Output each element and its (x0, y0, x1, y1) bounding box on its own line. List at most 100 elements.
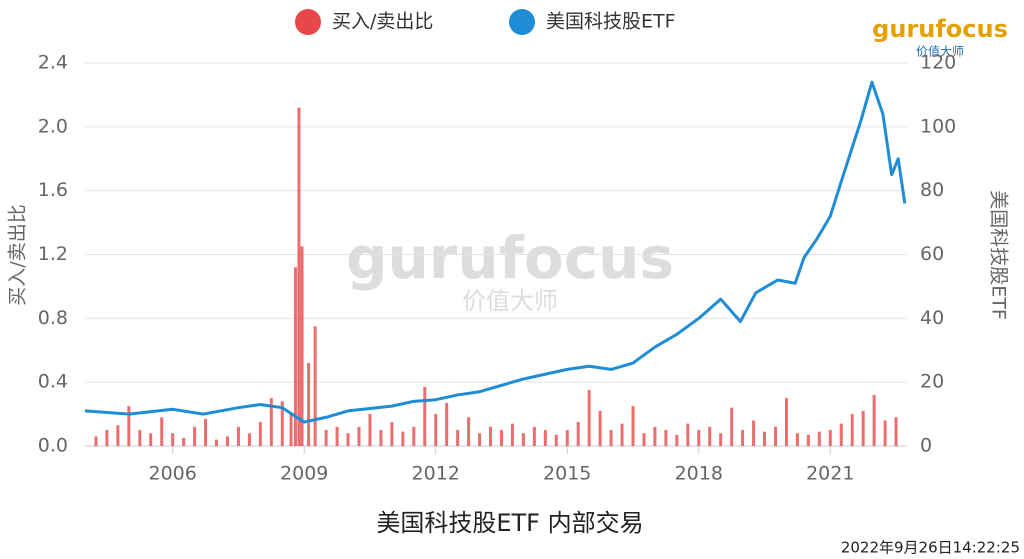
legend-marker (295, 9, 321, 35)
bar (686, 423, 690, 446)
bar (499, 430, 503, 446)
watermark-sub: 价值大师 (462, 287, 558, 315)
x-tick-label: 2021 (806, 463, 854, 485)
bar (258, 422, 262, 446)
bar (445, 402, 449, 446)
y-axis-label: 买入/卖出比 (7, 204, 29, 305)
bar (489, 426, 493, 446)
bar (587, 390, 591, 446)
bar (784, 398, 788, 446)
bar (620, 423, 624, 446)
bar (379, 430, 383, 446)
bar (434, 414, 438, 446)
bar (631, 406, 635, 446)
bar (149, 433, 153, 446)
x-tick-label: 2006 (149, 463, 197, 485)
bar (642, 433, 646, 446)
x-tick-label: 2012 (412, 463, 460, 485)
bar (510, 423, 514, 446)
bar (269, 398, 273, 446)
timestamp: 2022年9月26日14:22:25 (841, 539, 1020, 557)
bar (609, 430, 613, 446)
y2-tick-label: 80 (920, 179, 944, 201)
bar (554, 434, 558, 446)
bar (883, 420, 887, 446)
bar (225, 436, 229, 446)
bar (105, 430, 109, 446)
bar (565, 430, 569, 446)
y2-tick-label: 120 (920, 52, 956, 74)
bar (708, 426, 712, 446)
logo: gurufocus (872, 15, 1008, 43)
x-tick-label: 2018 (675, 463, 723, 485)
bar (236, 426, 240, 446)
bar (456, 430, 460, 446)
y-tick-label: 1.2 (38, 243, 68, 265)
bar (324, 430, 328, 446)
legend-label: 美国科技股ETF (546, 11, 676, 33)
bar (346, 433, 350, 446)
logo-sub: 价值大师 (916, 44, 964, 59)
bar (193, 426, 197, 446)
x-tick-label: 2015 (543, 463, 591, 485)
bar (368, 414, 372, 446)
bar (576, 422, 580, 446)
bar (335, 426, 339, 446)
watermark: gurufocus (346, 224, 674, 292)
bar (664, 430, 668, 446)
y2-axis-label: 美国科技股ETF (988, 190, 1010, 320)
y2-tick-label: 60 (920, 243, 944, 265)
y2-tick-label: 0 (920, 435, 932, 457)
y2-tick-label: 100 (920, 115, 956, 137)
bar (719, 433, 723, 446)
bar (307, 363, 311, 446)
bar (313, 326, 317, 446)
line (84, 80, 907, 424)
bar (171, 433, 175, 446)
bar (293, 267, 297, 446)
y-tick-label: 0.8 (38, 307, 68, 329)
bar (94, 436, 98, 446)
y-tick-label: 0.0 (38, 435, 68, 457)
bar (423, 386, 427, 446)
bar (127, 406, 131, 446)
bar (412, 426, 416, 446)
bar (894, 417, 898, 446)
y-tick-label: 2.0 (38, 115, 68, 137)
y2-tick-label: 20 (920, 371, 944, 393)
bar (850, 414, 854, 446)
y-tick-label: 2.4 (38, 52, 68, 74)
legend-marker (509, 9, 535, 35)
bar (741, 430, 745, 446)
bar (204, 418, 208, 446)
bar (795, 433, 799, 446)
bar (872, 394, 876, 446)
bar (401, 431, 405, 446)
bar (697, 430, 701, 446)
legend-label: 买入/卖出比 (332, 11, 433, 33)
bar (806, 434, 810, 446)
bar (653, 426, 657, 446)
bar (773, 426, 777, 446)
bar (730, 407, 734, 446)
bar (752, 420, 756, 446)
bar (300, 246, 304, 446)
bar (297, 107, 301, 446)
bar (763, 431, 767, 446)
bar (247, 433, 251, 446)
bar (828, 430, 832, 446)
bar (467, 417, 471, 446)
bar (675, 434, 679, 446)
bar (543, 430, 547, 446)
bar (817, 431, 821, 446)
bar (182, 438, 186, 446)
y-tick-label: 1.6 (38, 179, 68, 201)
bar (861, 410, 865, 446)
y2-tick-label: 40 (920, 307, 944, 329)
bar (521, 433, 525, 446)
bar (138, 430, 142, 446)
bar (532, 426, 536, 446)
bar (116, 425, 120, 446)
bar (390, 422, 394, 446)
